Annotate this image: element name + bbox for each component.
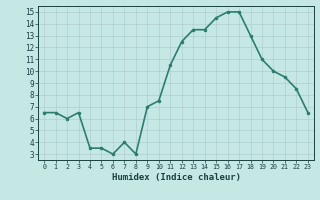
X-axis label: Humidex (Indice chaleur): Humidex (Indice chaleur) (111, 173, 241, 182)
